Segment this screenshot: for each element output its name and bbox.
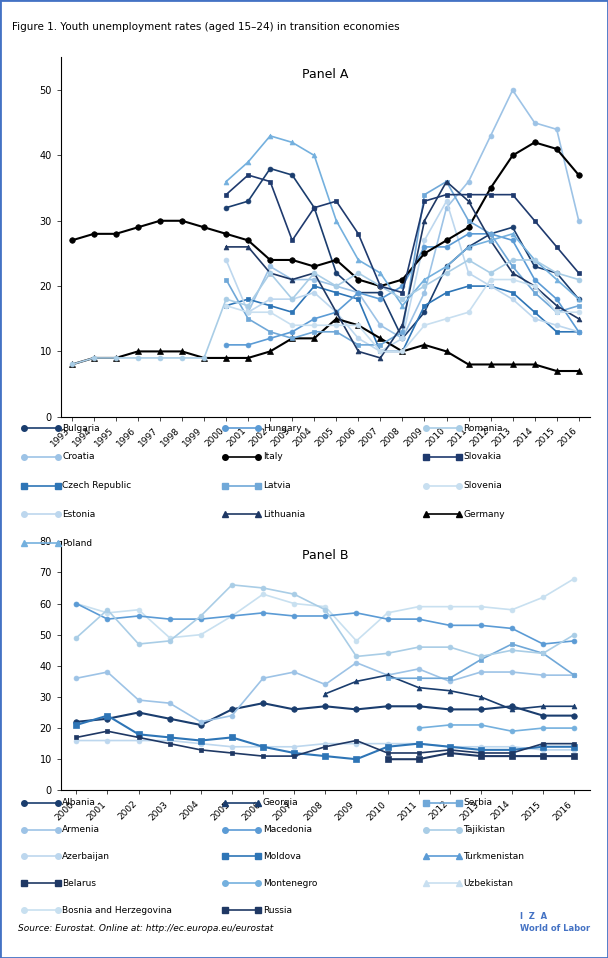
Text: Croatia: Croatia	[62, 452, 94, 462]
Text: Armenia: Armenia	[62, 825, 100, 834]
Text: I  Z  A
World of Labor: I Z A World of Labor	[520, 912, 590, 933]
Text: Belarus: Belarus	[62, 878, 96, 888]
Text: Lithuania: Lithuania	[263, 510, 305, 519]
Text: Turkmenistan: Turkmenistan	[463, 852, 524, 861]
Text: Estonia: Estonia	[62, 510, 95, 519]
Text: Latvia: Latvia	[263, 481, 290, 490]
Text: Romania: Romania	[463, 423, 503, 433]
Text: Serbia: Serbia	[463, 798, 492, 808]
Text: Tajikistan: Tajikistan	[463, 825, 505, 834]
Text: Source: Eurostat. Online at: http://ec.europa.eu/eurostat: Source: Eurostat. Online at: http://ec.e…	[18, 924, 274, 933]
Text: Slovenia: Slovenia	[463, 481, 502, 490]
Text: Czech Republic: Czech Republic	[62, 481, 131, 490]
Text: Albania: Albania	[62, 798, 96, 808]
Text: Georgia: Georgia	[263, 798, 299, 808]
Text: Panel A: Panel A	[302, 68, 348, 81]
Text: Bulgaria: Bulgaria	[62, 423, 100, 433]
Text: Montenegro: Montenegro	[263, 878, 317, 888]
Text: Panel B: Panel B	[302, 549, 348, 561]
Text: Slovakia: Slovakia	[463, 452, 502, 462]
Text: Germany: Germany	[463, 510, 505, 519]
Text: Bosnia and Herzegovina: Bosnia and Herzegovina	[62, 905, 172, 915]
Text: Poland: Poland	[62, 538, 92, 548]
Text: Azerbaijan: Azerbaijan	[62, 852, 110, 861]
Text: Figure 1. Youth unemployment rates (aged 15–24) in transition economies: Figure 1. Youth unemployment rates (aged…	[12, 22, 400, 32]
Text: Italy: Italy	[263, 452, 282, 462]
Text: Russia: Russia	[263, 905, 292, 915]
Text: Hungary: Hungary	[263, 423, 302, 433]
Text: Macedonia: Macedonia	[263, 825, 312, 834]
Text: Uzbekistan: Uzbekistan	[463, 878, 513, 888]
Text: Moldova: Moldova	[263, 852, 300, 861]
